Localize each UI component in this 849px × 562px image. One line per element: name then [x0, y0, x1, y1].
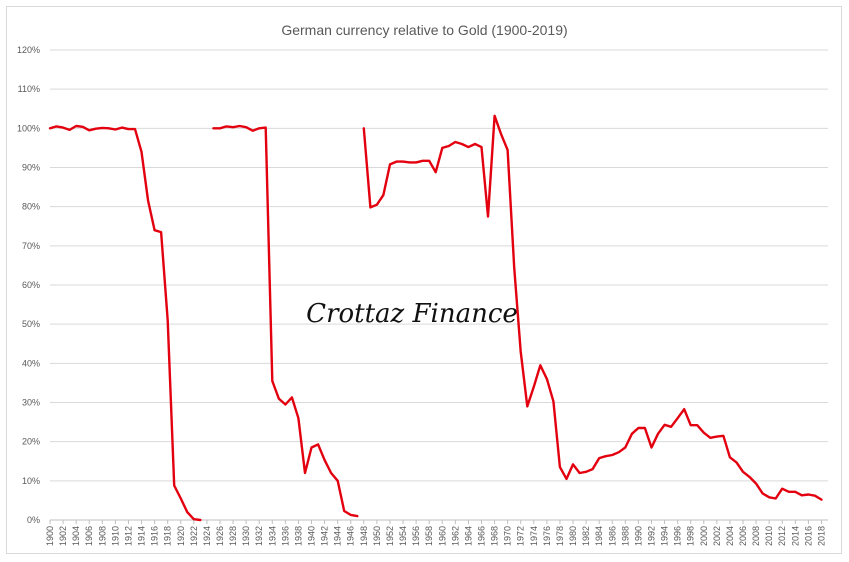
x-tick-label: 1938 [293, 526, 303, 546]
x-tick-label: 2018 [816, 526, 826, 546]
x-tick-label: 1960 [437, 526, 447, 546]
series-line-1 [48, 124, 202, 522]
y-axis-ticks: 0% 10% 20% 30% 40% 50% 60% 70% 80% 90% 100% 110% 120… [17, 45, 40, 525]
x-tick-label: 2006 [738, 526, 748, 546]
x-tick-label: 2010 [764, 526, 774, 546]
x-tick-label: 1904 [71, 526, 81, 546]
y-tick-label: 120% [17, 45, 40, 55]
x-tick-label: 1908 [97, 526, 107, 546]
series-line-3 [362, 114, 823, 501]
x-tick-label: 1996 [673, 526, 683, 546]
x-tick-label: 1958 [424, 526, 434, 546]
series-lines [48, 114, 823, 522]
x-tick-label: 2002 [712, 526, 722, 546]
x-tick-label: 1910 [110, 526, 120, 546]
x-tick-label: 1912 [123, 526, 133, 546]
y-tick-label: 30% [22, 398, 40, 408]
x-tick-label: 1972 [516, 526, 526, 546]
y-tick-label: 80% [22, 202, 40, 212]
x-tick-label: 1984 [594, 526, 604, 546]
x-tick-label: 1948 [359, 526, 369, 546]
x-tick-label: 1954 [398, 526, 408, 546]
x-tick-label: 1900 [45, 526, 55, 546]
x-tick-label: 1928 [228, 526, 238, 546]
x-tick-label: 1914 [137, 526, 147, 546]
x-tick-label: 2014 [790, 526, 800, 546]
x-tick-label: 1930 [241, 526, 251, 546]
x-tick-label: 2004 [725, 526, 735, 546]
x-tick-label: 1932 [254, 526, 264, 546]
x-tick-label: 1990 [633, 526, 643, 546]
x-tick-label: 1922 [189, 526, 199, 546]
x-tick-label: 1940 [307, 526, 317, 546]
x-axis-ticks: 1900 1902 1904 1906 1908 1910 1912 1914 1916 1918… [45, 520, 826, 546]
x-tick-label: 1966 [476, 526, 486, 546]
x-tick-label: 1906 [84, 526, 94, 546]
x-tick-label: 1986 [607, 526, 617, 546]
x-tick-label: 2016 [803, 526, 813, 546]
x-tick-label: 1962 [450, 526, 460, 546]
x-tick-label: 1920 [176, 526, 186, 546]
x-tick-label: 1968 [490, 526, 500, 546]
x-tick-label: 1976 [542, 526, 552, 546]
chart-frame [6, 6, 842, 554]
x-tick-label: 1998 [686, 526, 696, 546]
y-tick-label: 40% [22, 358, 40, 368]
y-tick-label: 100% [17, 123, 40, 133]
y-tick-label: 0% [27, 515, 40, 525]
x-tick-label: 1942 [320, 526, 330, 546]
watermark: Crottaz Finance [306, 299, 518, 329]
x-tick-label: 1936 [280, 526, 290, 546]
x-tick-label: 1956 [411, 526, 421, 546]
x-tick-label: 1970 [503, 526, 513, 546]
series-line-2 [212, 124, 359, 518]
x-tick-label: 1946 [346, 526, 356, 546]
x-tick-label: 1926 [215, 526, 225, 546]
x-tick-label: 1952 [385, 526, 395, 546]
x-tick-label: 1916 [150, 526, 160, 546]
y-tick-label: 110% [18, 84, 40, 94]
y-tick-label: 10% [22, 476, 40, 486]
x-tick-label: 1978 [555, 526, 565, 546]
x-tick-label: 1902 [58, 526, 68, 546]
x-tick-label: 2000 [699, 526, 709, 546]
x-tick-label: 1950 [372, 526, 382, 546]
x-tick-label: 1964 [463, 526, 473, 546]
x-tick-label: 1994 [660, 526, 670, 546]
x-tick-label: 1944 [333, 526, 343, 546]
x-tick-label: 1980 [568, 526, 578, 546]
y-tick-label: 20% [22, 437, 40, 447]
y-tick-label: 70% [22, 241, 40, 251]
gridlines [50, 49, 828, 521]
y-tick-label: 60% [22, 280, 40, 290]
chart-title: German currency relative to Gold (1900-2… [281, 22, 567, 38]
x-tick-label: 2012 [777, 526, 787, 546]
x-tick-label: 1974 [529, 526, 539, 546]
x-tick-label: 1988 [620, 526, 630, 546]
x-tick-label: 1992 [646, 526, 656, 546]
x-tick-label: 2008 [751, 526, 761, 546]
y-tick-label: 90% [22, 163, 40, 173]
y-tick-label: 50% [22, 319, 40, 329]
x-tick-label: 1918 [163, 526, 173, 546]
x-tick-label: 1924 [202, 526, 212, 546]
x-tick-label: 1982 [581, 526, 591, 546]
x-tick-label: 1934 [267, 526, 277, 546]
